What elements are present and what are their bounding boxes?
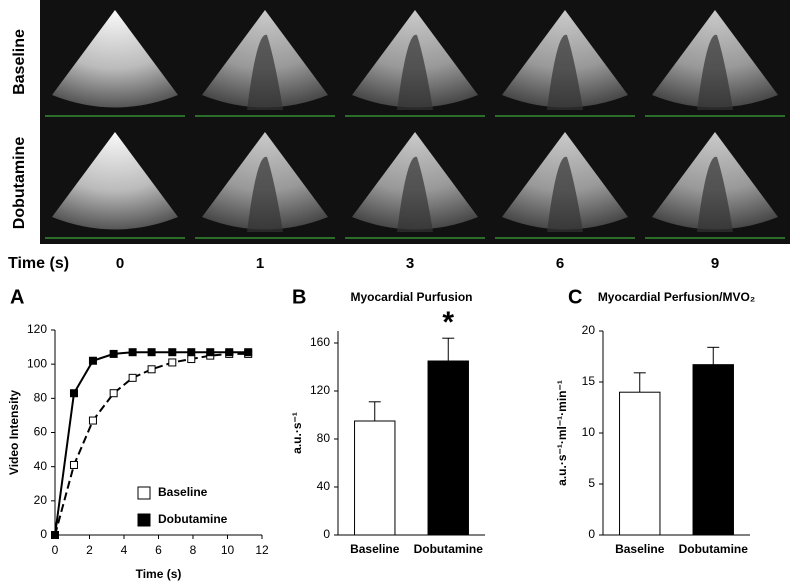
x-tick-label: 2 <box>86 543 93 557</box>
marker <box>187 355 196 364</box>
chart-title: Myocardial Purfusion <box>350 290 472 304</box>
marker <box>147 365 156 374</box>
marker <box>51 531 59 539</box>
bar <box>619 391 661 536</box>
row-label: Dobutamine <box>11 137 28 230</box>
marker <box>128 373 137 382</box>
series-line <box>54 352 249 536</box>
x-axis-label: Time (s) <box>136 567 182 581</box>
x-tick-label: Dobutamine <box>414 542 484 556</box>
legend-swatch <box>137 486 151 500</box>
time-tick: 1 <box>256 255 264 272</box>
echo-cavity <box>697 156 733 232</box>
y-tick-label: 5 <box>588 476 595 490</box>
y-tick-label: 0 <box>588 527 595 541</box>
chart-title: Myocardial Perfusion/MVO₂ <box>598 290 755 304</box>
echo-images <box>40 0 790 244</box>
echo-sector <box>52 132 178 230</box>
echo-cavity <box>697 34 733 110</box>
y-tick-label: 0 <box>40 527 47 541</box>
panel-letter: A <box>10 286 24 308</box>
legend-swatch <box>137 513 151 527</box>
time-tick: 6 <box>556 255 564 272</box>
y-axis-label: a.u.·s⁻¹·ml⁻¹·min⁻¹ <box>555 380 569 486</box>
y-tick-label: 40 <box>317 479 331 493</box>
echo-cavity <box>247 34 283 110</box>
x-tick-label: 4 <box>121 543 128 557</box>
x-tick-label: 12 <box>255 543 269 557</box>
marker <box>109 389 118 398</box>
marker <box>88 416 97 425</box>
panel-letter: B <box>292 286 306 308</box>
marker <box>168 358 177 367</box>
panel-letter: C <box>568 286 582 308</box>
time-tick: 3 <box>406 255 414 272</box>
echo-cavity <box>547 34 583 110</box>
y-tick-label: 10 <box>582 425 596 439</box>
marker <box>128 348 137 357</box>
echo-cavity <box>397 34 433 110</box>
echo-cavity <box>247 156 283 232</box>
marker <box>206 348 215 357</box>
marker <box>109 349 118 358</box>
marker <box>69 460 78 469</box>
x-tick-label: 0 <box>52 543 59 557</box>
marker <box>168 348 177 357</box>
y-axis-label: a.u.·s⁻¹ <box>290 412 304 454</box>
y-tick-label: 160 <box>310 335 330 349</box>
marker <box>225 348 234 357</box>
echo-cavity <box>397 156 433 232</box>
time-label: Time (s) <box>8 255 69 272</box>
y-axis-label: Video Intensity <box>7 390 21 475</box>
x-tick-label: 8 <box>190 543 197 557</box>
legend-label: Dobutamine <box>158 512 228 526</box>
x-tick-label: Baseline <box>350 542 400 556</box>
echo-cavity <box>547 156 583 232</box>
marker <box>69 389 78 398</box>
legend-label: Baseline <box>158 485 208 499</box>
y-tick-label: 15 <box>582 374 596 388</box>
y-tick-label: 40 <box>34 459 48 473</box>
marker <box>187 348 196 357</box>
x-tick-label: Dobutamine <box>679 542 749 556</box>
x-tick-label: 10 <box>221 543 235 557</box>
y-tick-label: 100 <box>27 356 47 370</box>
marker <box>88 356 97 365</box>
row-label: Baseline <box>11 29 28 95</box>
bar <box>354 420 396 536</box>
y-tick-label: 120 <box>310 383 330 397</box>
annotation: * <box>442 306 454 339</box>
y-tick-label: 0 <box>323 527 330 541</box>
y-tick-label: 80 <box>317 431 331 445</box>
y-tick-label: 60 <box>34 425 48 439</box>
y-tick-label: 80 <box>34 391 48 405</box>
time-tick: 9 <box>711 255 719 272</box>
x-tick-label: 6 <box>155 543 162 557</box>
y-tick-label: 120 <box>27 322 47 336</box>
y-tick-label: 20 <box>582 323 596 337</box>
bar <box>427 360 469 536</box>
echo-sector <box>52 10 178 108</box>
time-tick: 0 <box>116 255 124 272</box>
marker <box>244 348 253 357</box>
x-tick-label: Baseline <box>615 542 665 556</box>
bar <box>692 364 734 536</box>
marker <box>147 348 156 357</box>
y-tick-label: 20 <box>34 493 48 507</box>
